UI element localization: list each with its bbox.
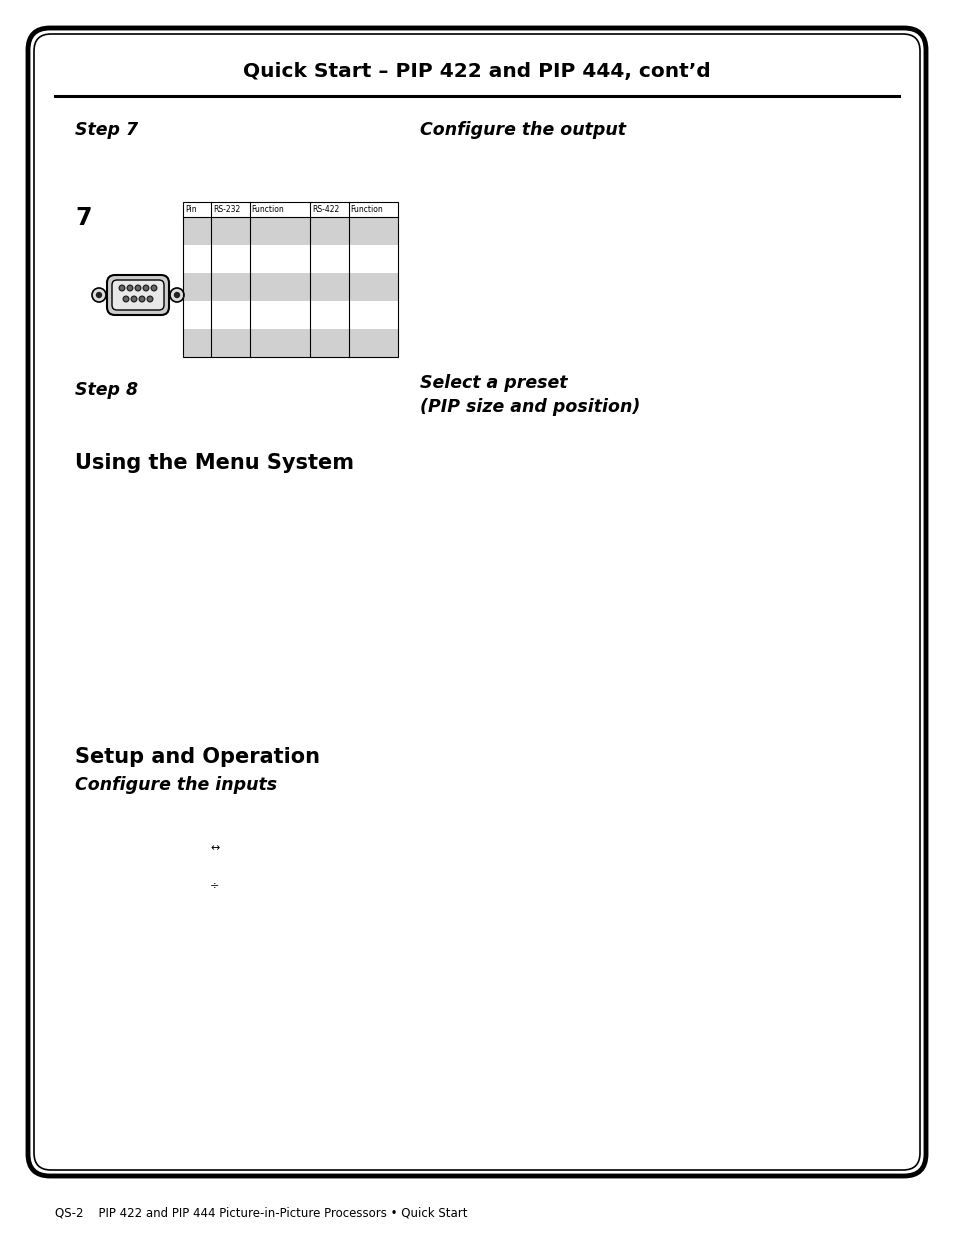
Circle shape bbox=[149, 298, 152, 300]
Circle shape bbox=[174, 293, 179, 298]
Text: Setup and Operation: Setup and Operation bbox=[75, 747, 319, 767]
Bar bbox=[183, 273, 397, 301]
Text: Pin: Pin bbox=[185, 205, 196, 214]
Circle shape bbox=[143, 285, 149, 290]
Circle shape bbox=[120, 287, 123, 289]
Circle shape bbox=[123, 296, 129, 301]
Text: Function: Function bbox=[350, 205, 383, 214]
Circle shape bbox=[135, 285, 141, 290]
Circle shape bbox=[124, 298, 128, 300]
FancyBboxPatch shape bbox=[107, 275, 169, 315]
Text: QS-2    PIP 422 and PIP 444 Picture-in-Picture Processors • Quick Start: QS-2 PIP 422 and PIP 444 Picture-in-Pict… bbox=[55, 1207, 467, 1219]
Bar bbox=[183, 217, 397, 245]
FancyBboxPatch shape bbox=[28, 28, 925, 1176]
Circle shape bbox=[96, 293, 101, 298]
Circle shape bbox=[139, 296, 145, 301]
Circle shape bbox=[132, 298, 135, 300]
Text: ÷: ÷ bbox=[210, 881, 219, 890]
Circle shape bbox=[147, 296, 152, 301]
Text: Using the Menu System: Using the Menu System bbox=[75, 453, 354, 473]
Circle shape bbox=[91, 288, 106, 303]
Circle shape bbox=[132, 296, 136, 301]
Circle shape bbox=[127, 285, 132, 290]
Text: 7: 7 bbox=[75, 206, 91, 230]
Text: Function: Function bbox=[252, 205, 284, 214]
FancyBboxPatch shape bbox=[112, 280, 164, 310]
Text: Step 7: Step 7 bbox=[75, 121, 138, 140]
Text: (PIP size and position): (PIP size and position) bbox=[419, 398, 639, 416]
Text: Configure the output: Configure the output bbox=[419, 121, 625, 140]
Text: Step 8: Step 8 bbox=[75, 382, 138, 399]
Circle shape bbox=[129, 287, 132, 289]
Text: Select a preset: Select a preset bbox=[419, 374, 567, 391]
Text: RS-422: RS-422 bbox=[312, 205, 338, 214]
Circle shape bbox=[144, 287, 148, 289]
Circle shape bbox=[170, 288, 184, 303]
Text: Quick Start – PIP 422 and PIP 444, cont’d: Quick Start – PIP 422 and PIP 444, cont’… bbox=[243, 63, 710, 82]
Bar bbox=[183, 329, 397, 357]
Text: ↔: ↔ bbox=[210, 844, 219, 853]
Bar bbox=[183, 203, 397, 357]
Text: Configure the inputs: Configure the inputs bbox=[75, 776, 276, 794]
Circle shape bbox=[119, 285, 125, 290]
Circle shape bbox=[152, 287, 155, 289]
Circle shape bbox=[140, 298, 143, 300]
Circle shape bbox=[136, 287, 139, 289]
Circle shape bbox=[151, 285, 156, 290]
Text: RS-232: RS-232 bbox=[213, 205, 240, 214]
